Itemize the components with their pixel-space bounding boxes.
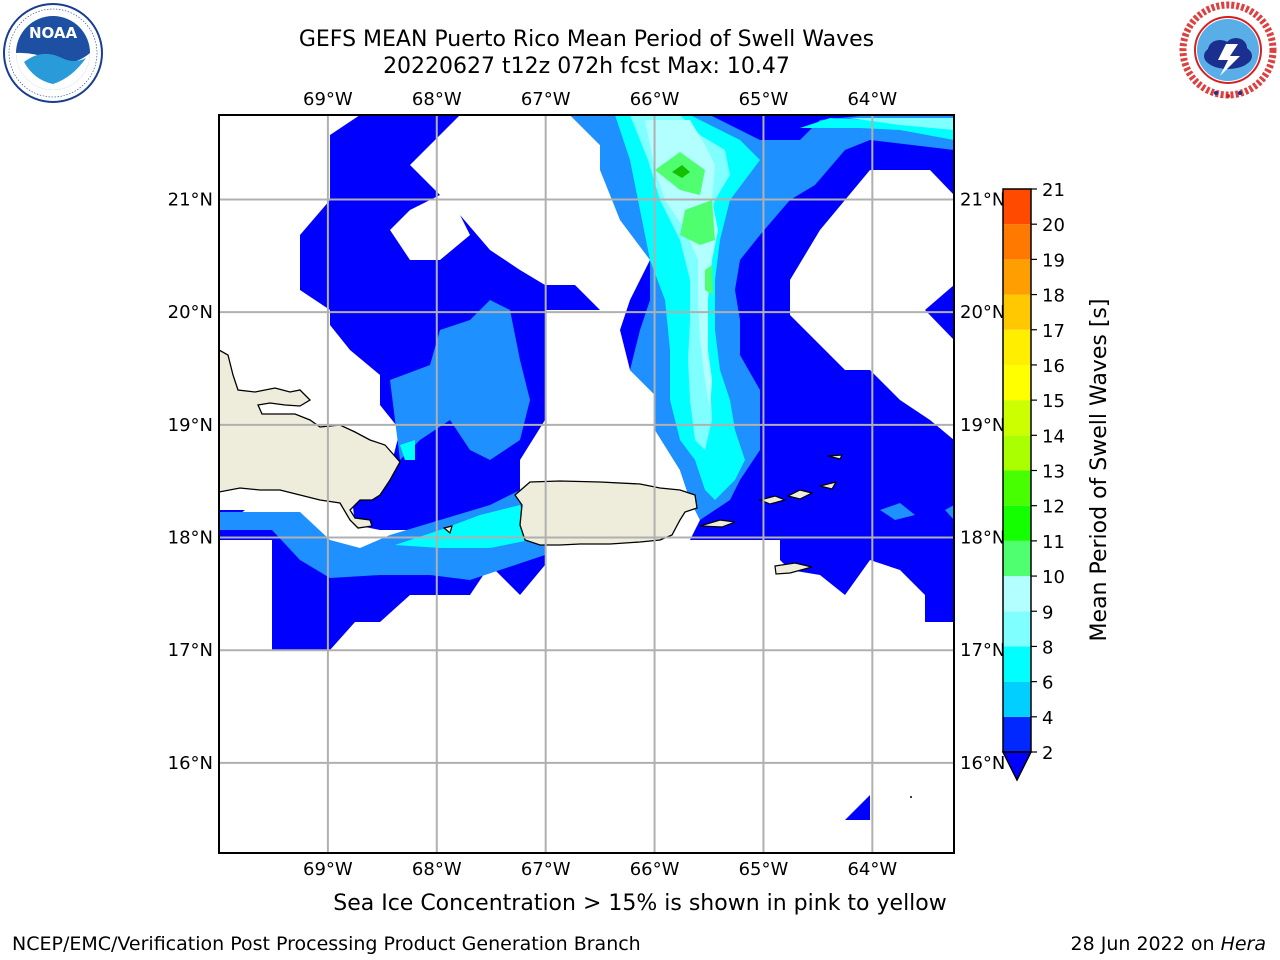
- colorbar-tick-label: 2: [1042, 743, 1053, 764]
- x-tick-label-top: 67°W: [521, 89, 571, 110]
- colorbar-band-14: [1003, 400, 1031, 436]
- land-virgin-islands: [758, 495, 787, 505]
- y-tick-label-right: 20°N: [960, 302, 1005, 323]
- map-frame: [218, 114, 955, 854]
- y-tick-label-left: 18°N: [168, 528, 213, 549]
- x-tick-label-top: 66°W: [630, 89, 680, 110]
- y-tick-label-right: 21°N: [960, 190, 1005, 211]
- colorbar-tick-label: 19: [1042, 250, 1065, 271]
- colorbar-band-20: [1003, 189, 1031, 225]
- colorbar-tick-label: 16: [1042, 356, 1065, 377]
- colorbar-extend-arrow: [1001, 751, 1033, 782]
- colorbar-tick-label: 21: [1042, 180, 1065, 201]
- y-tick-label-left: 19°N: [168, 415, 213, 436]
- colorbar-band-15: [1003, 364, 1031, 401]
- colorbar-band-13: [1003, 435, 1031, 471]
- colorbar-tick-label: 15: [1042, 391, 1065, 412]
- colorbar-tick-label: 20: [1042, 215, 1065, 236]
- y-tick-label-right: 18°N: [960, 528, 1005, 549]
- map-gridlines: [219, 115, 954, 853]
- chart-title: GEFS MEAN Puerto Rico Mean Period of Swe…: [298, 27, 875, 52]
- y-tick-label-right: 17°N: [960, 640, 1005, 661]
- colorbar-band-2: [1003, 716, 1031, 752]
- x-tick-label-top: 68°W: [412, 89, 462, 110]
- noaa-logo-text: NOAA: [29, 24, 78, 42]
- y-tick-label-left: 20°N: [168, 302, 213, 323]
- land-virgin-islands-3: [819, 481, 838, 490]
- colorbar-tick-label: 10: [1042, 567, 1065, 588]
- x-tick-label-bottom: 67°W: [521, 859, 571, 880]
- colorbar-tick-label: 9: [1042, 602, 1053, 623]
- land-st-croix: [774, 562, 813, 575]
- colorbar-tick-label: 13: [1042, 462, 1065, 483]
- noaa-logo: NOAA: [3, 3, 103, 103]
- colorbar-tick-label: 18: [1042, 286, 1065, 307]
- colorbar-band-8: [1003, 611, 1031, 647]
- colorbar-tick-label: 8: [1042, 637, 1053, 658]
- colorbar-band-18: [1003, 259, 1031, 295]
- colorbar-band-4: [1003, 681, 1031, 717]
- footer-host: Hera: [1220, 933, 1266, 955]
- footer-date-text: 28 Jun 2022 on: [1070, 933, 1221, 955]
- colorbar-band-9: [1003, 576, 1031, 612]
- colorbar-band-11: [1003, 505, 1031, 541]
- y-tick-label-right: 16°N: [960, 753, 1005, 774]
- colorbar-tick-label: 11: [1042, 532, 1065, 553]
- colorbar-band-16: [1003, 329, 1031, 365]
- x-tick-label-top: 69°W: [303, 89, 353, 110]
- x-tick-label-bottom: 66°W: [630, 859, 680, 880]
- x-tick-label-top: 65°W: [739, 89, 789, 110]
- colorbar-band-6: [1003, 646, 1031, 682]
- x-tick-label-bottom: 69°W: [303, 859, 353, 880]
- footer-credit: NCEP/EMC/Verification Post Processing Pr…: [12, 933, 641, 955]
- y-tick-label-left: 17°N: [168, 640, 213, 661]
- x-tick-label-bottom: 65°W: [739, 859, 789, 880]
- colorbar-tick-label: 12: [1042, 497, 1065, 518]
- colorbar-band-12: [1003, 470, 1031, 506]
- x-tick-label-bottom: 64°W: [847, 859, 897, 880]
- chart-subtitle: 20220627 t12z 072h fcst Max: 10.47: [383, 54, 790, 79]
- footer-date: 28 Jun 2022 on Hera: [1071, 933, 1266, 955]
- x-tick-label-bottom: 68°W: [412, 859, 462, 880]
- y-tick-label-left: 16°N: [168, 753, 213, 774]
- colorbar-band-17: [1003, 294, 1031, 330]
- colorbar-tick-label: 17: [1042, 321, 1065, 342]
- land-mona: [442, 525, 453, 535]
- land-anegada: [827, 454, 844, 460]
- colorbar-tick-label: 14: [1042, 426, 1065, 447]
- y-tick-label-left: 21°N: [168, 190, 213, 211]
- colorbar-label: Mean Period of Swell Waves [s]: [1087, 299, 1112, 642]
- nws-logo: [1179, 1, 1277, 99]
- colorbar-band-10: [1003, 540, 1031, 577]
- colorbar-band-19: [1003, 224, 1031, 260]
- land-hispaniola: [219, 349, 401, 529]
- sea-ice-note: Sea Ice Concentration > 15% is shown in …: [333, 891, 947, 916]
- colorbar-tick-label: 6: [1042, 673, 1053, 694]
- y-tick-label-right: 19°N: [960, 415, 1005, 436]
- shading-band-11-plus: [672, 165, 690, 178]
- land-islet: [910, 796, 912, 798]
- land-vieques: [699, 519, 736, 528]
- land-virgin-islands-2: [786, 489, 814, 500]
- colorbar-tick-label: 4: [1042, 708, 1053, 729]
- x-tick-label-top: 64°W: [847, 89, 897, 110]
